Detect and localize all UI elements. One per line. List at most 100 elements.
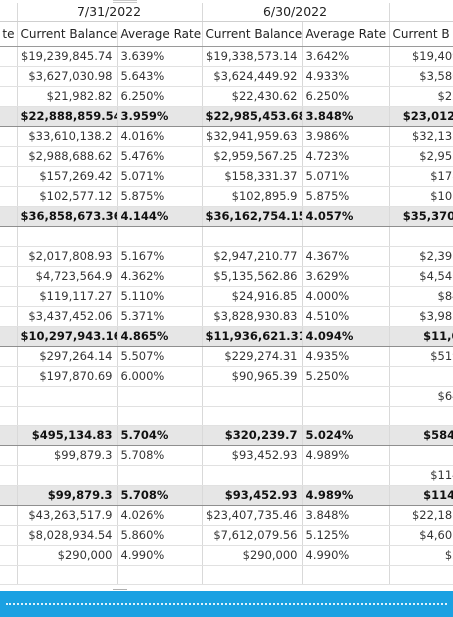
average-rate-jul-cell[interactable]: 3.959%: [117, 106, 203, 127]
current-balance-jul-cell[interactable]: $33,610,138.2: [17, 126, 118, 147]
prev-cell[interactable]: [0, 226, 18, 247]
current-balance-jul-cell[interactable]: [17, 386, 118, 407]
current-balance-jul-cell[interactable]: $10,297,943.16: [17, 326, 118, 347]
current-balance-next-cell[interactable]: $32,132: [389, 126, 453, 147]
table-row[interactable]: $21,982.826.250%$22,430.626.250%$22: [0, 86, 453, 107]
average-rate-jul-cell[interactable]: 3.639%: [117, 46, 203, 67]
current-balance-jul-cell[interactable]: $197,870.69: [17, 366, 118, 387]
current-balance-jul-cell[interactable]: $43,263,517.9: [17, 505, 118, 526]
table-row[interactable]: $64: [0, 386, 453, 407]
current-balance-next-cell[interactable]: $519: [389, 346, 453, 367]
average-rate-jun-cell[interactable]: 4.723%: [302, 146, 390, 167]
current-balance-jun-cell[interactable]: $93,452.93: [202, 445, 303, 466]
current-balance-jun-cell[interactable]: $32,941,959.63: [202, 126, 303, 147]
current-balance-jul-cell[interactable]: $102,577.12: [17, 186, 118, 207]
average-rate-jul-cell[interactable]: 4.144%: [117, 206, 203, 227]
current-balance-next-cell[interactable]: $22,187: [389, 505, 453, 526]
current-balance-jun-cell[interactable]: $229,274.31: [202, 346, 303, 367]
average-rate-jun-cell[interactable]: 3.848%: [302, 505, 390, 526]
average-rate-jul-cell[interactable]: 4.865%: [117, 326, 203, 347]
current-balance-jun-cell[interactable]: [202, 226, 303, 247]
current-balance-next-cell[interactable]: [389, 366, 453, 387]
current-balance-next-cell[interactable]: $178: [389, 166, 453, 187]
table-row[interactable]: $114: [0, 465, 453, 486]
current-balance-jun-cell[interactable]: $2,947,210.77: [202, 246, 303, 267]
average-rate-jul-cell[interactable]: 5.110%: [117, 286, 203, 307]
current-balance-jul-cell[interactable]: $36,858,673.36: [17, 206, 118, 227]
subtotal-row[interactable]: $10,297,943.16 4.865% $11,936,621.31 4.094%…: [0, 326, 453, 347]
prev-cell[interactable]: [0, 46, 18, 67]
current-balance-jun-cell[interactable]: $3,624,449.92: [202, 66, 303, 87]
average-rate-jul-cell[interactable]: [117, 386, 203, 407]
prev-cell[interactable]: [0, 206, 18, 227]
average-rate-jun-cell[interactable]: 6.250%: [302, 86, 390, 107]
average-rate-jul-cell[interactable]: 5.708%: [117, 485, 203, 506]
col-header-average-rate[interactable]: Average Rate: [117, 21, 203, 47]
date-header-jun[interactable]: 6/30/2022: [202, 3, 390, 22]
prev-cell[interactable]: [0, 545, 18, 566]
current-balance-jun-cell[interactable]: $11,936,621.31: [202, 326, 303, 347]
current-balance-jun-cell[interactable]: [202, 565, 303, 585]
current-balance-jul-cell[interactable]: $19,239,845.74: [17, 46, 118, 67]
current-balance-next-cell[interactable]: $84: [389, 286, 453, 307]
table-row[interactable]: $102,577.125.875%$102,895.95.875%$103: [0, 186, 453, 207]
current-balance-jul-cell[interactable]: $157,269.42: [17, 166, 118, 187]
table-row[interactable]: [0, 565, 453, 585]
prev-cell[interactable]: [0, 126, 18, 147]
current-balance-next-cell[interactable]: $2,395: [389, 246, 453, 267]
current-balance-next-cell[interactable]: $114,: [389, 485, 453, 506]
current-balance-next-cell[interactable]: $2: [389, 545, 453, 566]
current-balance-jun-cell[interactable]: [202, 465, 303, 486]
subtotal-row[interactable]: $22,888,859.54 3.959% $22,985,453.68 3.848%…: [0, 106, 453, 127]
current-balance-next-cell[interactable]: $11,0: [389, 326, 453, 347]
col-header-prev-partial[interactable]: te: [0, 21, 18, 47]
current-balance-jul-cell[interactable]: [17, 226, 118, 247]
current-balance-jul-cell[interactable]: $2,017,808.93: [17, 246, 118, 267]
current-balance-jun-cell[interactable]: $90,965.39: [202, 366, 303, 387]
table-row[interactable]: $197,870.69 6.000% $90,965.39 5.250%: [0, 366, 453, 387]
average-rate-jun-cell[interactable]: 4.094%: [302, 326, 390, 347]
prev-cell[interactable]: [0, 146, 18, 167]
average-rate-jul-cell[interactable]: 5.704%: [117, 425, 203, 446]
prev-cell[interactable]: [0, 186, 18, 207]
table-row[interactable]: $43,263,517.9 4.026% $23,407,735.46 3.848% $…: [0, 505, 453, 526]
average-rate-jul-cell[interactable]: [117, 465, 203, 486]
average-rate-jun-cell[interactable]: 4.510%: [302, 306, 390, 327]
current-balance-next-cell[interactable]: $64: [389, 386, 453, 407]
current-balance-jun-cell[interactable]: $19,338,573.14: [202, 46, 303, 67]
table-row[interactable]: $19,239,845.74 3.639% $19,338,573.14 3.642%…: [0, 46, 453, 67]
prev-cell[interactable]: [0, 505, 18, 526]
average-rate-jul-cell[interactable]: 5.875%: [117, 186, 203, 207]
prev-cell[interactable]: [0, 386, 18, 407]
average-rate-jun-cell[interactable]: 3.986%: [302, 126, 390, 147]
table-row[interactable]: $2,988,688.62 5.476% $2,959,567.25 4.723% $2…: [0, 146, 453, 167]
current-balance-jun-cell[interactable]: $2,959,567.25: [202, 146, 303, 167]
resize-grip-top[interactable]: [113, 0, 137, 3]
prev-cell[interactable]: [0, 465, 18, 486]
average-rate-jun-cell[interactable]: 3.629%: [302, 266, 390, 287]
average-rate-jul-cell[interactable]: 5.507%: [117, 346, 203, 367]
current-balance-next-cell[interactable]: [389, 226, 453, 247]
current-balance-next-cell[interactable]: $4,546: [389, 266, 453, 287]
current-balance-jul-cell[interactable]: $99,879.3: [17, 445, 118, 466]
table-row[interactable]: $119,117.275.110%$24,916.854.000%$84: [0, 286, 453, 307]
average-rate-jul-cell[interactable]: 4.026%: [117, 505, 203, 526]
current-balance-next-cell[interactable]: $114: [389, 465, 453, 486]
current-balance-next-cell[interactable]: $22: [389, 86, 453, 107]
average-rate-jun-cell[interactable]: [302, 565, 390, 585]
col-header-next-partial[interactable]: Current B: [389, 21, 453, 47]
current-balance-jun-cell[interactable]: $290,000: [202, 545, 303, 566]
prev-cell[interactable]: [0, 86, 18, 107]
average-rate-jul-cell[interactable]: [117, 565, 203, 585]
average-rate-jun-cell[interactable]: [302, 226, 390, 247]
current-balance-next-cell[interactable]: $103: [389, 186, 453, 207]
average-rate-jun-cell[interactable]: [302, 386, 390, 407]
current-balance-next-cell[interactable]: $23,012,: [389, 106, 453, 127]
current-balance-jul-cell[interactable]: $99,879.3: [17, 485, 118, 506]
table-row[interactable]: $3,437,452.06 5.371% $3,828,930.83 4.510% $3…: [0, 306, 453, 327]
subtotal-row[interactable]: $495,134.835.704%$320,239.75.024%$584,: [0, 425, 453, 446]
current-balance-next-cell[interactable]: $19,409: [389, 46, 453, 67]
current-balance-next-cell[interactable]: $584,: [389, 425, 453, 446]
table-row[interactable]: $157,269.425.071%$158,331.375.071%$178: [0, 166, 453, 187]
prev-cell[interactable]: [0, 246, 18, 267]
